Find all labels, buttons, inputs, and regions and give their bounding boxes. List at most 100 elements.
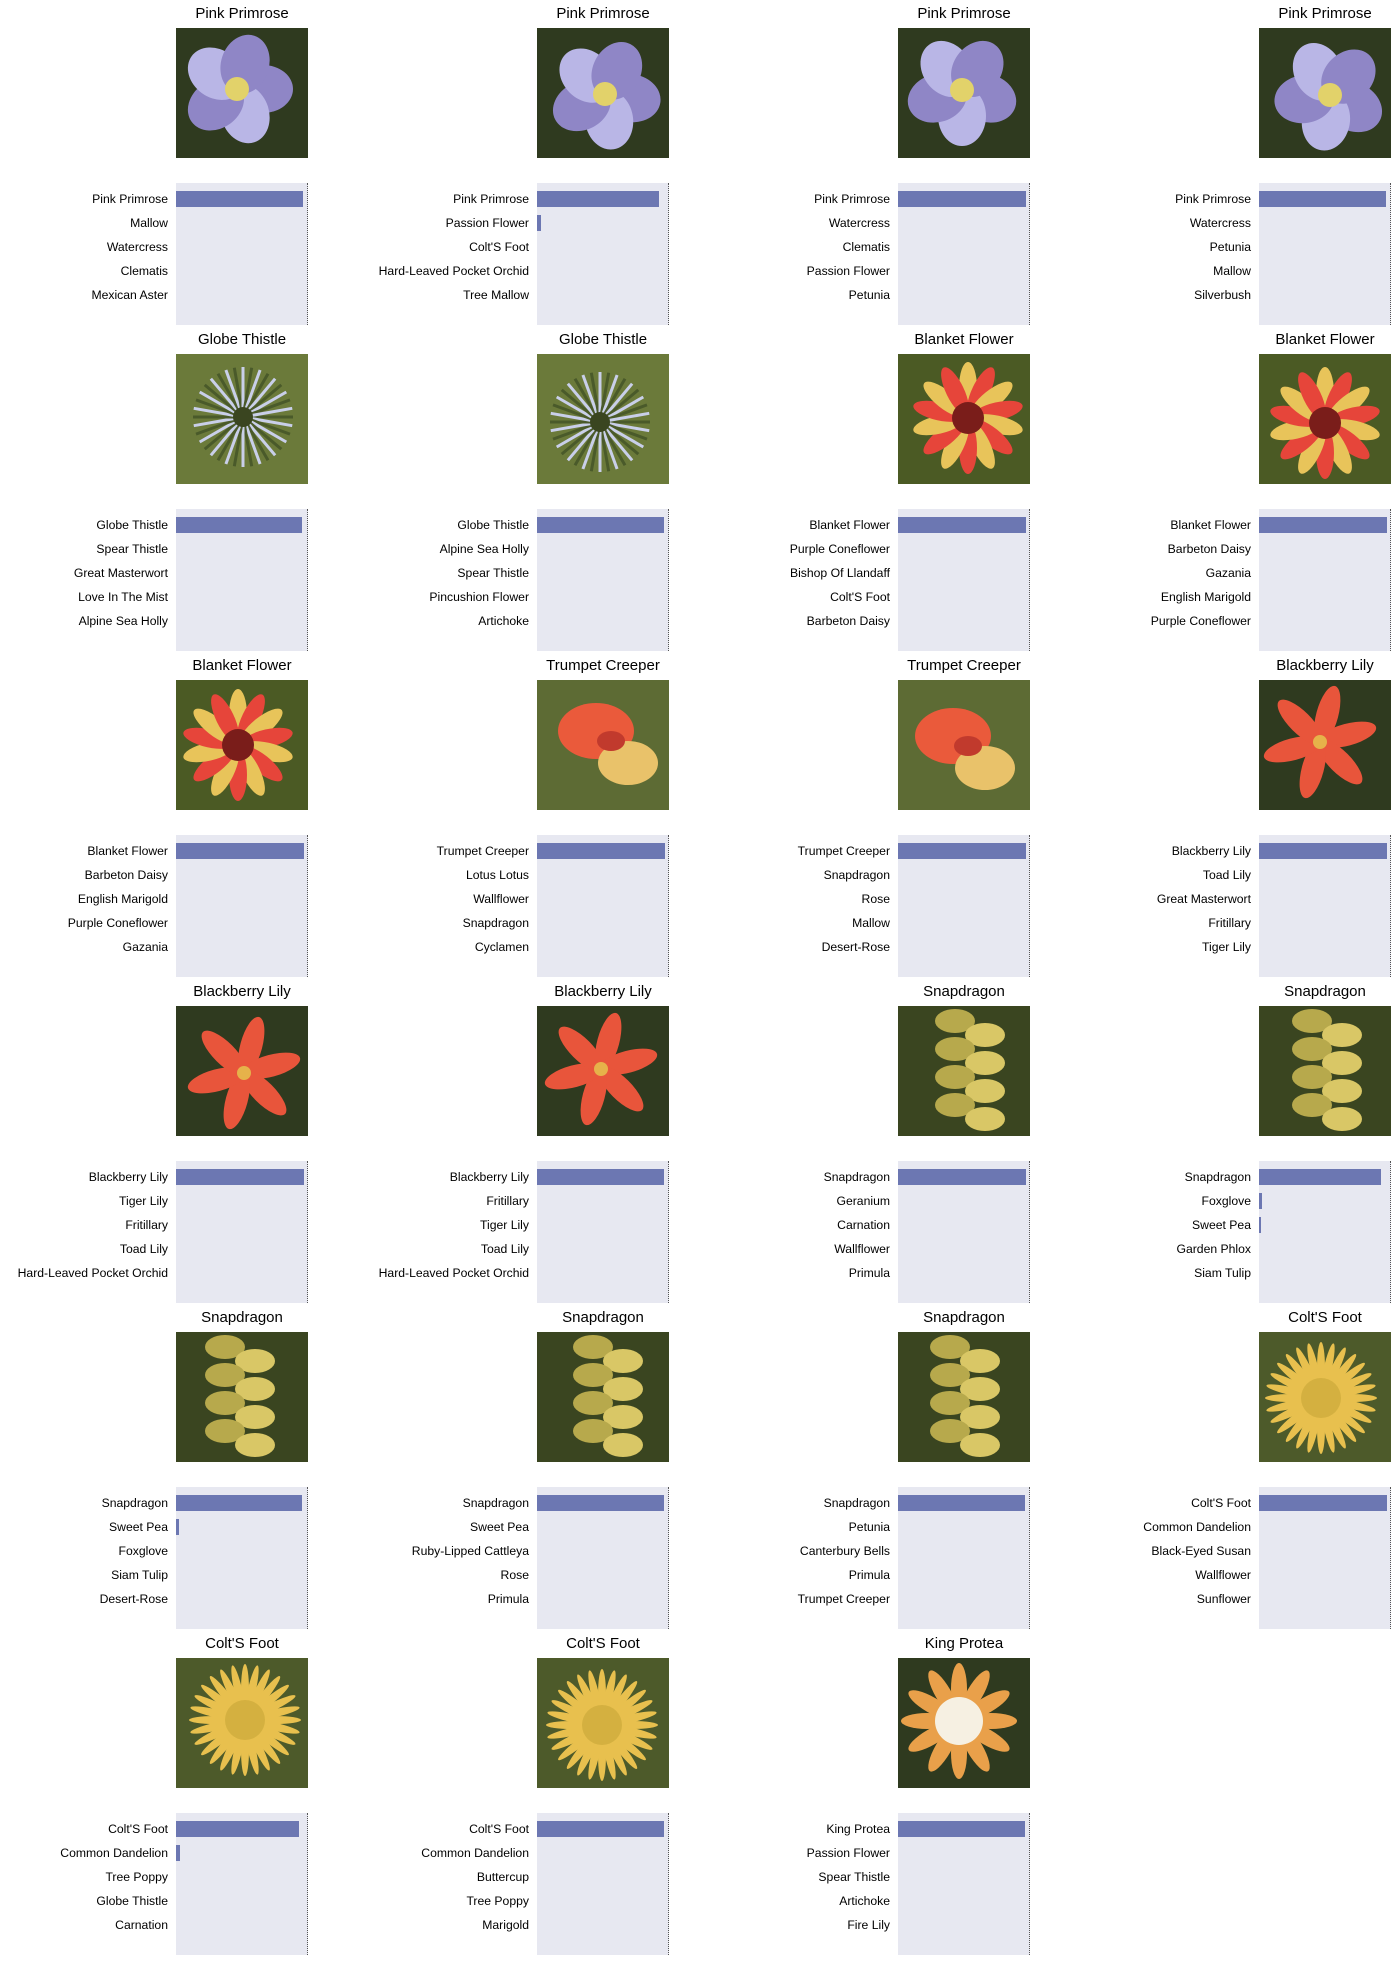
flower-thumbnail bbox=[176, 1332, 308, 1462]
flower-thumbnail bbox=[176, 680, 308, 810]
panel-title: Colt'S Foot bbox=[566, 1635, 640, 1652]
probability-bar-plot bbox=[537, 509, 669, 651]
panel-title: Blackberry Lily bbox=[1276, 657, 1374, 674]
prediction-panel: Colt'S Foot Colt'S Foot Common Dandelion Bu… bbox=[361, 1630, 711, 1956]
probability-bar bbox=[898, 843, 1027, 859]
class-label: Artichoke bbox=[839, 1894, 890, 1908]
class-label: Desert-Rose bbox=[99, 1592, 168, 1606]
probability-bar-plot bbox=[537, 835, 669, 977]
prediction-panel: Blackberry Lily Blackberry Lily Toad Lily G… bbox=[1083, 652, 1400, 978]
probability-bar bbox=[176, 1495, 302, 1511]
probability-bar-plot bbox=[898, 1813, 1030, 1955]
flower-thumbnail bbox=[898, 1006, 1030, 1136]
class-label: Toad Lily bbox=[119, 1242, 168, 1256]
class-label: Great Masterwort bbox=[73, 566, 168, 580]
class-label: Colt'S Foot bbox=[469, 1822, 529, 1836]
class-label: Pincushion Flower bbox=[429, 590, 529, 604]
class-label: Gazania bbox=[1205, 566, 1251, 580]
panel-title: Snapdragon bbox=[923, 983, 1005, 1000]
class-label: English Marigold bbox=[77, 892, 168, 906]
panel-title: Trumpet Creeper bbox=[546, 657, 660, 674]
class-label: Cyclamen bbox=[474, 940, 529, 954]
probability-bar bbox=[176, 843, 305, 859]
probability-bar-plot bbox=[898, 183, 1030, 325]
probability-bar bbox=[898, 191, 1027, 207]
class-label: Spear Thistle bbox=[457, 566, 529, 580]
probability-bar-plot bbox=[1259, 1161, 1391, 1303]
class-label: Passion Flower bbox=[445, 216, 529, 230]
class-label: Colt'S Foot bbox=[108, 1822, 168, 1836]
prediction-panel: Blackberry Lily Blackberry Lily Tiger Lily… bbox=[0, 978, 350, 1304]
prediction-panel: Colt'S Foot Colt'S Foot Common Dandelion Bl… bbox=[1083, 1304, 1400, 1630]
flower-thumbnail bbox=[898, 1658, 1030, 1788]
probability-bar bbox=[1259, 843, 1388, 859]
probability-bar bbox=[537, 517, 665, 533]
flower-thumbnail bbox=[1259, 680, 1391, 810]
class-label: Tree Poppy bbox=[105, 1870, 168, 1884]
panel-title: Trumpet Creeper bbox=[907, 657, 1021, 674]
probability-bar bbox=[1259, 517, 1388, 533]
probability-bar-plot bbox=[176, 1813, 308, 1955]
prediction-panel: Snapdragon Snapdragon Sweet Pea Foxglove Sia… bbox=[0, 1304, 350, 1630]
class-label: Globe Thistle bbox=[96, 518, 168, 532]
prediction-panel: Pink Primrose Pink Primrose Watercress Clem… bbox=[722, 0, 1072, 326]
class-label: Barbeton Daisy bbox=[84, 868, 168, 882]
flower-thumbnail bbox=[537, 1006, 669, 1136]
class-label: Tiger Lily bbox=[480, 1218, 529, 1232]
probability-bar-plot bbox=[176, 835, 308, 977]
probability-bar bbox=[898, 1495, 1026, 1511]
panel-title: Pink Primrose bbox=[556, 5, 650, 22]
class-label: Ruby-Lipped Cattleya bbox=[411, 1544, 529, 1558]
class-label: Siam Tulip bbox=[1194, 1266, 1251, 1280]
class-label: Sweet Pea bbox=[1192, 1218, 1251, 1232]
class-label: Lotus Lotus bbox=[465, 868, 529, 882]
prediction-panel: King Protea King Protea Passion Flower Spea… bbox=[722, 1630, 1072, 1956]
class-label: Barbeton Daisy bbox=[806, 614, 890, 628]
panel-title: Blackberry Lily bbox=[193, 983, 291, 1000]
class-label: Blanket Flower bbox=[87, 844, 168, 858]
class-label: Toad Lily bbox=[1202, 868, 1251, 882]
class-label: King Protea bbox=[826, 1822, 890, 1836]
class-label: Wallflower bbox=[1195, 1568, 1251, 1582]
class-label: Trumpet Creeper bbox=[436, 844, 529, 858]
class-label: Pink Primrose bbox=[1175, 192, 1251, 206]
probability-bar-plot bbox=[537, 1487, 669, 1629]
class-label: Globe Thistle bbox=[96, 1894, 168, 1908]
prediction-panel: Globe Thistle Globe Thistle Spear Thistle G… bbox=[0, 326, 350, 652]
class-label: Purple Coneflower bbox=[67, 916, 168, 930]
probability-bar-plot bbox=[1259, 835, 1391, 977]
probability-bar bbox=[537, 191, 659, 207]
class-label: Petunia bbox=[848, 288, 890, 302]
probability-bar bbox=[537, 1495, 665, 1511]
class-label: Tiger Lily bbox=[119, 1194, 168, 1208]
probability-bar bbox=[1259, 1217, 1261, 1233]
class-label: Snapdragon bbox=[462, 1496, 529, 1510]
class-label: Mexican Aster bbox=[91, 288, 168, 302]
class-label: Primula bbox=[848, 1266, 890, 1280]
prediction-panel: Blackberry Lily Blackberry Lily Fritillary… bbox=[361, 978, 711, 1304]
class-label: Trumpet Creeper bbox=[797, 844, 890, 858]
probability-bar bbox=[898, 517, 1027, 533]
flower-thumbnail bbox=[537, 28, 669, 158]
flower-thumbnail bbox=[537, 1658, 669, 1788]
class-label: Passion Flower bbox=[806, 1846, 890, 1860]
prediction-panel: Snapdragon Snapdragon Foxglove Sweet Pea Gar… bbox=[1083, 978, 1400, 1304]
class-label: Pink Primrose bbox=[814, 192, 890, 206]
probability-bar-plot bbox=[537, 1161, 669, 1303]
class-label: Common Dandelion bbox=[421, 1846, 529, 1860]
class-label: Tree Mallow bbox=[463, 288, 529, 302]
class-label: Tree Poppy bbox=[466, 1894, 529, 1908]
class-label: Snapdragon bbox=[1184, 1170, 1251, 1184]
probability-bar bbox=[1259, 1169, 1381, 1185]
prediction-panel: Snapdragon Snapdragon Sweet Pea Ruby-Lipped… bbox=[361, 1304, 711, 1630]
panel-title: Blanket Flower bbox=[192, 657, 292, 674]
class-label: Watercress bbox=[1189, 216, 1251, 230]
class-label: Marigold bbox=[482, 1918, 529, 1932]
probability-bar-plot bbox=[537, 183, 669, 325]
panel-title: Pink Primrose bbox=[1278, 5, 1372, 22]
class-label: Carnation bbox=[115, 1918, 168, 1932]
probability-bar bbox=[537, 843, 666, 859]
probability-bar-plot bbox=[898, 1161, 1030, 1303]
flower-thumbnail bbox=[898, 1332, 1030, 1462]
